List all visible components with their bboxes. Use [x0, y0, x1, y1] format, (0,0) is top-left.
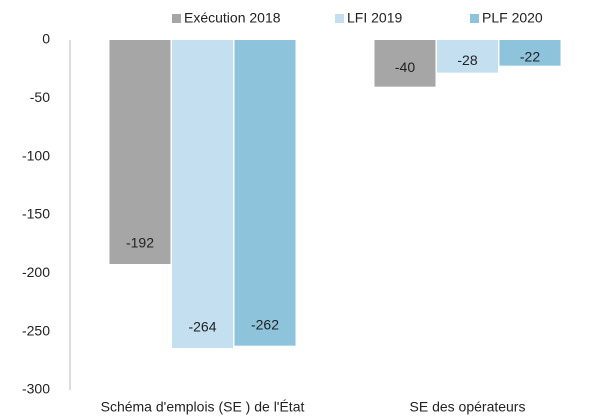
y-tick-label: -200 [22, 264, 50, 280]
legend-swatch [172, 14, 181, 23]
bar [499, 40, 561, 66]
y-tick-label: -100 [22, 147, 50, 163]
data-label: -28 [457, 52, 477, 68]
bar [374, 40, 436, 87]
x-tick-label: Schéma d'emplois (SE ) de l'État [101, 399, 305, 415]
legend-swatch [470, 14, 479, 23]
legend-label: LFI 2019 [347, 10, 402, 26]
data-label: -40 [395, 59, 415, 75]
legend-label: Exécution 2018 [184, 10, 281, 26]
legend-label: PLF 2020 [482, 10, 543, 26]
y-tick-label: -250 [22, 322, 50, 338]
data-label: -262 [251, 316, 279, 332]
legend-swatch [335, 14, 344, 23]
bar [234, 40, 296, 346]
y-tick-label: 0 [42, 31, 50, 47]
bar [109, 40, 171, 264]
y-tick-label: -300 [22, 381, 50, 397]
bar [437, 40, 498, 73]
x-tick-label: SE des opérateurs [410, 399, 526, 415]
data-label: -264 [188, 319, 216, 335]
data-label: -22 [520, 49, 540, 65]
y-tick-label: -150 [22, 206, 50, 222]
bar [172, 40, 233, 348]
y-tick-label: -50 [30, 89, 50, 105]
data-label: -192 [126, 235, 154, 251]
